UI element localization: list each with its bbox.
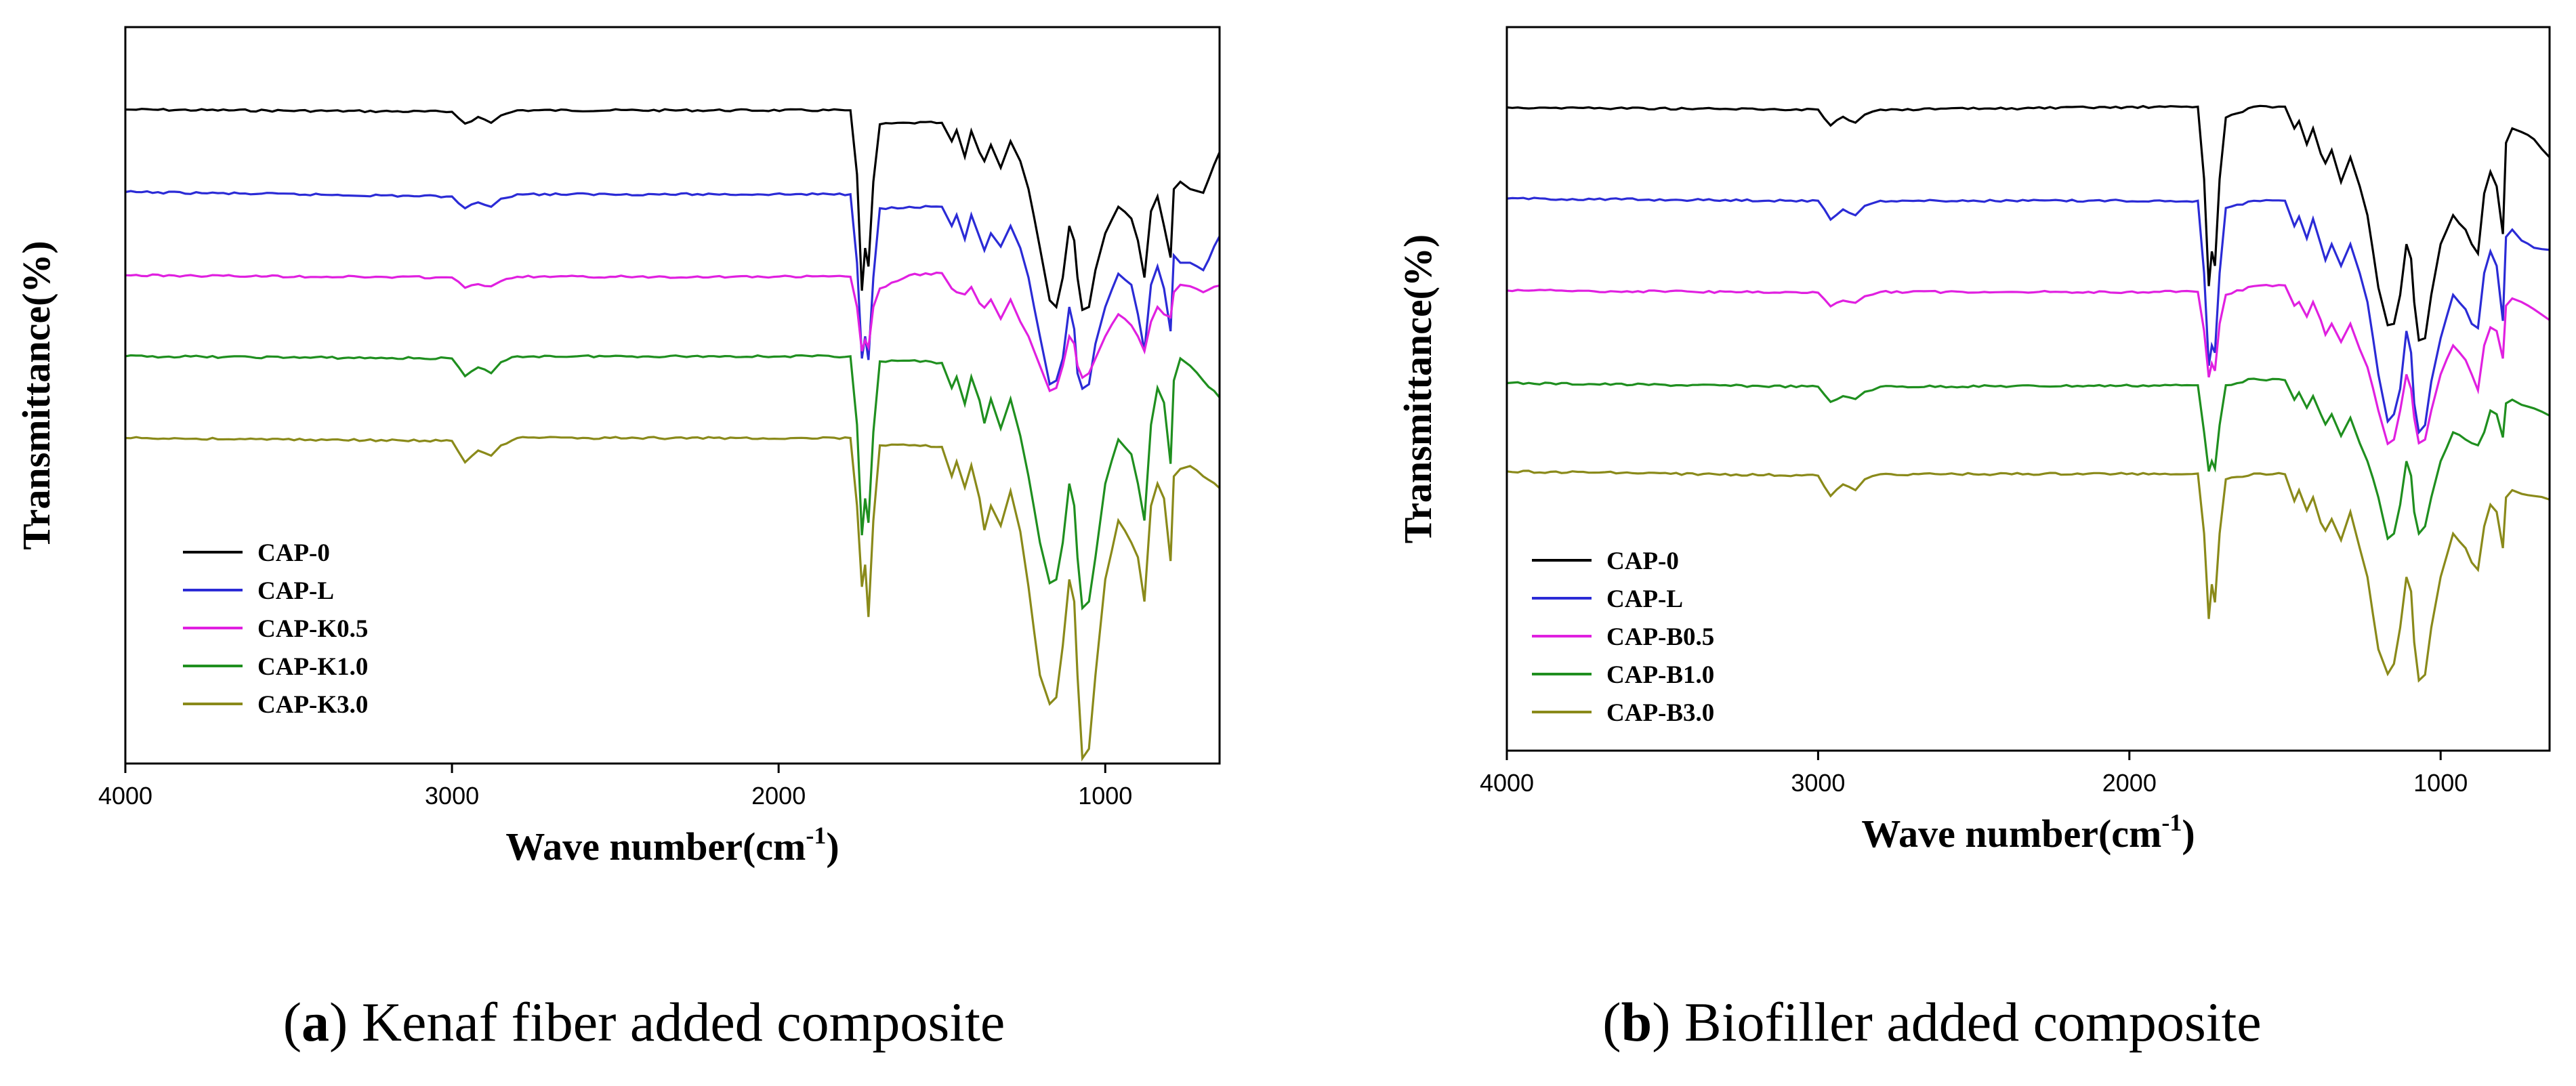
plot-frame bbox=[1505, 26, 2551, 752]
panel-a: 4000 3000 2000 1000 Wave number(cm-1) Transmi… bbox=[14, 26, 1221, 1053]
x-tick-label: 3000 bbox=[1791, 769, 1845, 797]
series-line-cap-0 bbox=[1506, 104, 2551, 342]
series-line-cap-l bbox=[125, 190, 1221, 391]
series-line-cap-b0-5 bbox=[1506, 283, 2550, 446]
series-line-cap-0 bbox=[125, 108, 1221, 312]
chart-b: 4000 3000 2000 1000 Wave number(cm-1) Transmi… bbox=[1396, 26, 2551, 856]
x-tick-label: 1000 bbox=[2413, 769, 2468, 797]
y-axis-label: Transmittance(%) bbox=[1396, 234, 1440, 543]
caption-a: (a) Kenaf fiber added composite bbox=[283, 991, 1005, 1053]
x-tick-label: 2000 bbox=[2102, 769, 2157, 797]
legend: CAP-0 CAP-L CAP-K0.5 CAP-K1.0 CAP-K3.0 bbox=[183, 539, 368, 719]
legend: CAP-0 CAP-L CAP-B0.5 CAP-B1.0 CAP-B3.0 bbox=[1532, 547, 1714, 727]
legend-label: CAP-L bbox=[1606, 585, 1683, 613]
chart-a: 4000 3000 2000 1000 Wave number(cm-1) Transmi… bbox=[14, 26, 1221, 869]
series-line-cap-k0-5 bbox=[125, 271, 1220, 393]
legend-label: CAP-B3.0 bbox=[1606, 699, 1714, 727]
plot-frame bbox=[124, 26, 1221, 765]
x-tick-label: 1000 bbox=[1078, 782, 1132, 810]
series-line-cap-k3-0 bbox=[125, 436, 1221, 762]
caption-b: (b) Biofiller added composite bbox=[1602, 991, 2262, 1053]
x-axis-label: Wave number(cm-1) bbox=[1861, 809, 2195, 856]
legend-label: CAP-0 bbox=[257, 539, 330, 567]
series-line-cap-l bbox=[1506, 196, 2550, 435]
legend-label: CAP-0 bbox=[1606, 547, 1679, 575]
x-tick-label: 3000 bbox=[425, 782, 479, 810]
series-line-cap-k1-0 bbox=[125, 354, 1221, 611]
legend-label: CAP-K0.5 bbox=[257, 615, 368, 643]
legend-label: CAP-K1.0 bbox=[257, 653, 368, 681]
series-line-cap-b1-0 bbox=[1506, 377, 2550, 541]
legend-label: CAP-K3.0 bbox=[257, 691, 368, 719]
legend-label: CAP-B0.5 bbox=[1606, 623, 1714, 651]
caption-b-letter: b bbox=[1621, 991, 1653, 1053]
legend-label: CAP-L bbox=[257, 577, 334, 605]
caption-b-text: ) Biofiller added composite bbox=[1652, 991, 2262, 1053]
x-tick-label: 2000 bbox=[751, 782, 806, 810]
legend-label: CAP-B1.0 bbox=[1606, 661, 1714, 689]
x-tick-label: 4000 bbox=[98, 782, 152, 810]
series-line-cap-b3-0 bbox=[1506, 469, 2550, 683]
y-axis-label: Transmittance(%) bbox=[14, 241, 58, 549]
caption-a-letter: a bbox=[302, 991, 330, 1053]
x-tick-label: 4000 bbox=[1480, 769, 1534, 797]
x-axis-label: Wave number(cm-1) bbox=[505, 822, 839, 869]
panel-b: 4000 3000 2000 1000 Wave number(cm-1) Transmi… bbox=[1288, 0, 2576, 1086]
caption-a-text: ) Kenaf fiber added composite bbox=[329, 991, 1005, 1053]
